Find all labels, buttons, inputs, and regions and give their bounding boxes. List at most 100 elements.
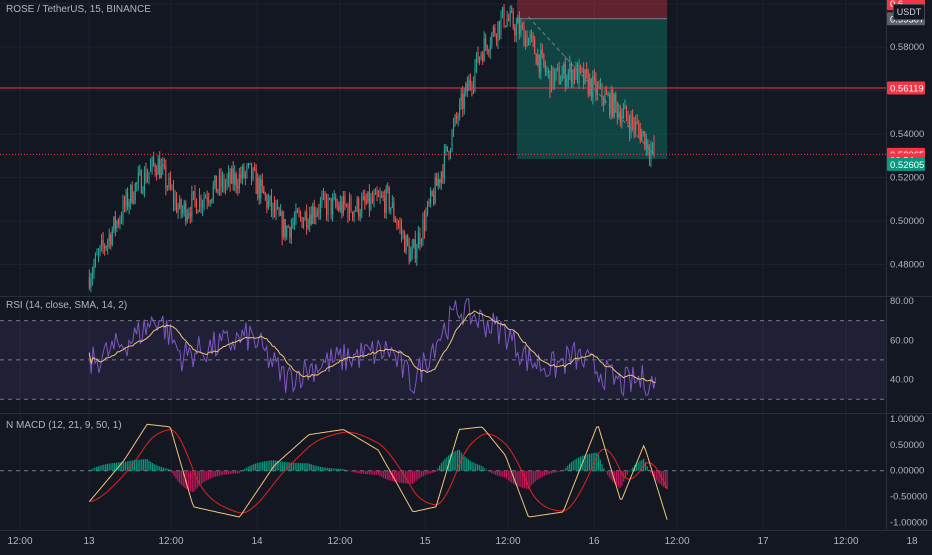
candle-body [446,146,448,152]
candle-body [154,164,156,172]
candle-body [650,148,652,159]
candle-body [593,76,595,79]
x-tick-label: 12:00 [158,536,183,547]
candle-body [263,186,265,194]
candle-body [451,130,453,150]
candle-body [468,79,470,91]
candle-body [500,16,502,35]
candle-body [399,225,401,227]
candle-body [394,218,396,223]
candle-body [165,166,167,188]
candle-body [160,166,162,179]
candle-body [212,185,214,200]
candle-body [641,132,643,141]
x-tick-label: 12:00 [7,536,32,547]
candle-body [150,166,152,172]
candle-body [592,76,594,98]
candle-body [509,11,511,21]
candle-body [449,149,452,156]
candle-body [338,205,340,211]
candle-body [443,150,445,178]
macd-line [88,423,668,520]
rsi-tick-label: 60.00 [890,335,914,346]
candle-body [166,187,168,189]
x-tick-label: 17 [757,536,769,547]
candle-body [604,92,606,105]
candle-body [454,115,456,125]
candle-body [182,210,184,214]
candle-body [486,45,488,52]
stop-loss-zone[interactable] [516,0,668,19]
candle-body [560,81,562,84]
candle-body [407,235,409,245]
x-tick-label: 14 [251,536,263,547]
candle-body [316,211,318,215]
price-axis-label-bg [887,157,925,171]
candle-body [402,233,404,235]
trend-line[interactable] [528,16,656,157]
candle-body [97,252,100,255]
x-tick-label: 15 [419,536,431,547]
candle-body [456,115,458,119]
candle-body [269,195,271,201]
candle-body [299,213,302,218]
price-pane[interactable] [0,0,886,293]
candle-body [653,143,655,156]
candle-body [284,219,286,237]
candle-body [353,211,355,217]
candle-body [332,198,334,215]
candle-body [266,195,268,208]
candle-body [497,21,499,41]
candle-body [111,230,113,245]
candle-body [528,38,530,46]
candle-body [621,116,623,124]
candle-body [489,45,491,52]
candle-body [104,246,106,249]
candle-body [471,85,473,89]
macd-pane[interactable] [0,423,886,520]
candle-body [581,68,583,70]
candle-body [214,175,216,186]
candle-body [287,226,289,228]
candle-body [307,225,309,228]
candle-body [146,176,149,182]
candle-body [618,112,620,118]
candle-body [252,168,254,180]
candle-body [440,171,442,183]
candle-body [90,279,92,288]
candle-body [427,202,429,214]
candle-body [583,68,585,84]
candle-body [240,174,242,179]
candle-body [453,124,455,131]
candle-body [416,248,418,259]
candle-body [231,168,233,184]
candle-body [531,35,533,37]
candle-body [179,199,181,208]
rsi-pane[interactable] [0,298,886,400]
candle-body [491,33,493,46]
candle-body [286,226,288,237]
price-tick-label: 0.58000 [890,42,924,53]
candle-body [114,216,116,229]
macd-tick-label: -1.00000 [890,517,928,528]
candle-body [313,206,315,218]
candle-body [382,196,384,198]
candle-body [221,177,224,188]
candle-body [283,219,285,238]
candle-body [609,94,611,115]
candle-body [511,11,513,13]
candle-body [508,19,510,21]
candle-body [215,175,217,193]
currency-badge[interactable]: USDT [893,4,925,20]
candle-body [400,225,403,234]
candle-body [505,25,507,27]
macd-signal-line [89,429,668,514]
x-tick-label: 12:00 [495,536,520,547]
candle-body [624,105,626,109]
candle-body [425,213,427,230]
candle-body [189,213,191,217]
rsi-line [88,298,657,397]
candle-body [264,193,266,196]
